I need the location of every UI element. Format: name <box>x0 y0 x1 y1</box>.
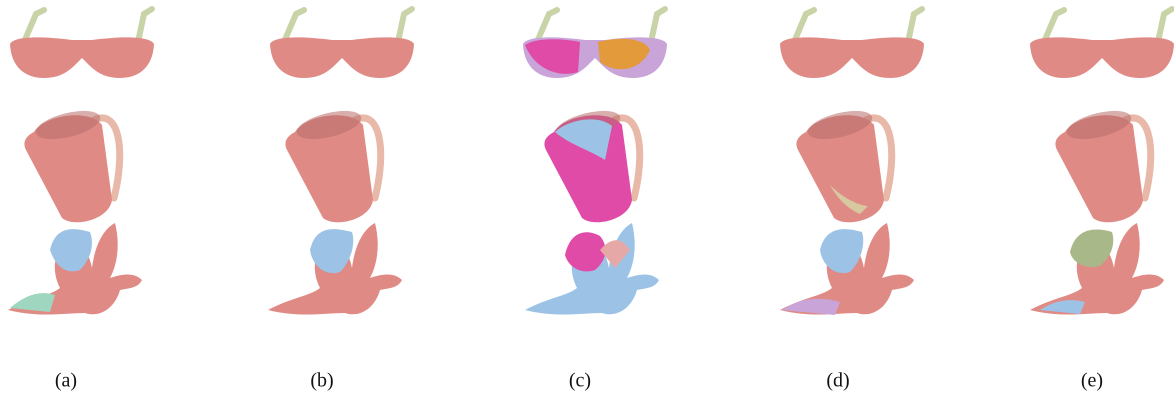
bird-shape <box>1030 223 1164 315</box>
bird-shape <box>268 223 402 315</box>
mug-shape <box>796 105 891 222</box>
mug-shape <box>285 105 380 222</box>
figure: (a) (b) (c) (d) (e) <box>0 0 1174 395</box>
glasses-shape <box>270 9 414 78</box>
glasses-shape <box>1030 9 1174 78</box>
glasses-shape <box>780 9 924 78</box>
glasses-shape <box>10 9 154 78</box>
mug-shape <box>1055 105 1150 222</box>
bird-shape <box>8 223 142 315</box>
caption: (c) <box>569 370 591 392</box>
bird-shape <box>525 223 659 315</box>
column-c <box>523 9 667 315</box>
column-e <box>1030 9 1174 315</box>
column-d <box>780 9 924 315</box>
caption: (e) <box>1081 370 1103 392</box>
bird-shape <box>780 223 914 315</box>
caption: (b) <box>310 370 333 392</box>
column-b <box>268 9 414 315</box>
mug-shape <box>24 105 119 222</box>
column-a <box>8 9 154 315</box>
caption: (a) <box>55 370 77 392</box>
caption: (d) <box>826 370 849 392</box>
